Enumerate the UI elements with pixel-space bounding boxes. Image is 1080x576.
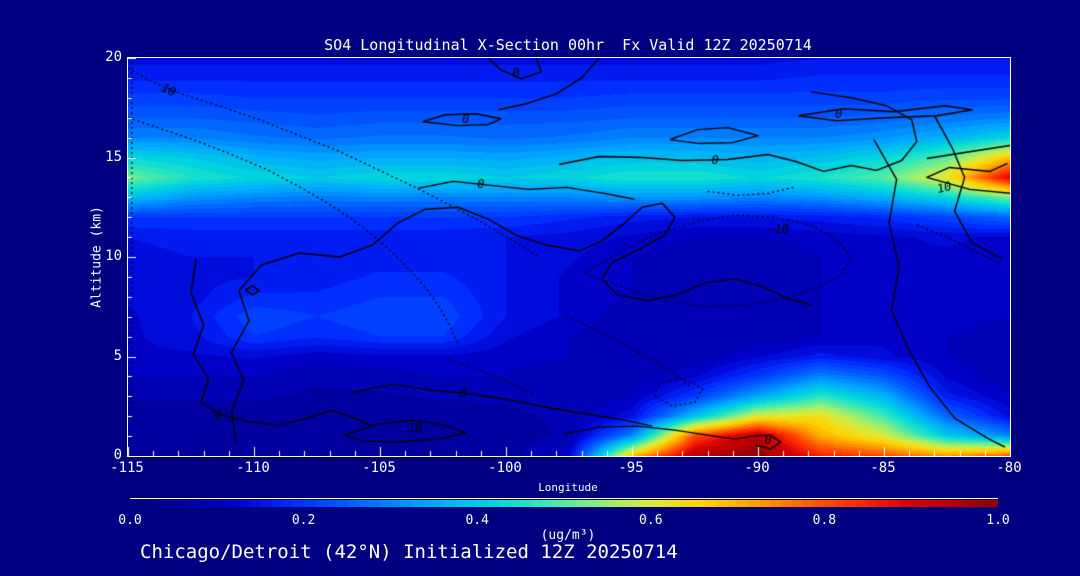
y-tick-label: 0 xyxy=(113,447,122,463)
x-tick-label: -95 xyxy=(618,460,644,476)
colorbar-tick-label: 0.4 xyxy=(465,513,489,528)
x-tick-label: -80 xyxy=(996,460,1022,476)
colorbar xyxy=(130,498,998,507)
colorbar-unit-label: (ug/m³) xyxy=(540,528,596,543)
xsection-canvas xyxy=(128,58,1010,456)
colorbar-tick-label: 0.8 xyxy=(812,513,837,528)
colorbar-canvas xyxy=(130,500,998,507)
plot-area xyxy=(127,57,1011,457)
footer-caption: Chicago/Detroit (42°N) Initialized 12Z 2… xyxy=(140,541,678,563)
colorbar-tick-label: 1.0 xyxy=(986,513,1010,528)
x-tick-label: -85 xyxy=(870,460,896,476)
y-tick-label: 5 xyxy=(113,347,122,364)
x-tick-label: -105 xyxy=(362,460,396,476)
x-axis-label: Longitude xyxy=(538,481,598,494)
colorbar-tick-label: 0.2 xyxy=(291,513,316,528)
x-tick-label: -110 xyxy=(236,460,270,476)
colorbar-tick-label: 0.6 xyxy=(639,513,663,528)
x-tick-label: -100 xyxy=(488,460,522,476)
chart-title: SO4 Longitudinal X-Section 00hr Fx Valid… xyxy=(324,36,812,54)
x-tick-label: -115 xyxy=(110,460,144,476)
y-tick-label: 10 xyxy=(105,248,122,264)
y-tick-label: 15 xyxy=(105,148,122,165)
y-tick-label: 20 xyxy=(105,49,122,65)
colorbar-tick-label: 0.0 xyxy=(118,513,142,528)
x-tick-label: -90 xyxy=(744,460,770,476)
